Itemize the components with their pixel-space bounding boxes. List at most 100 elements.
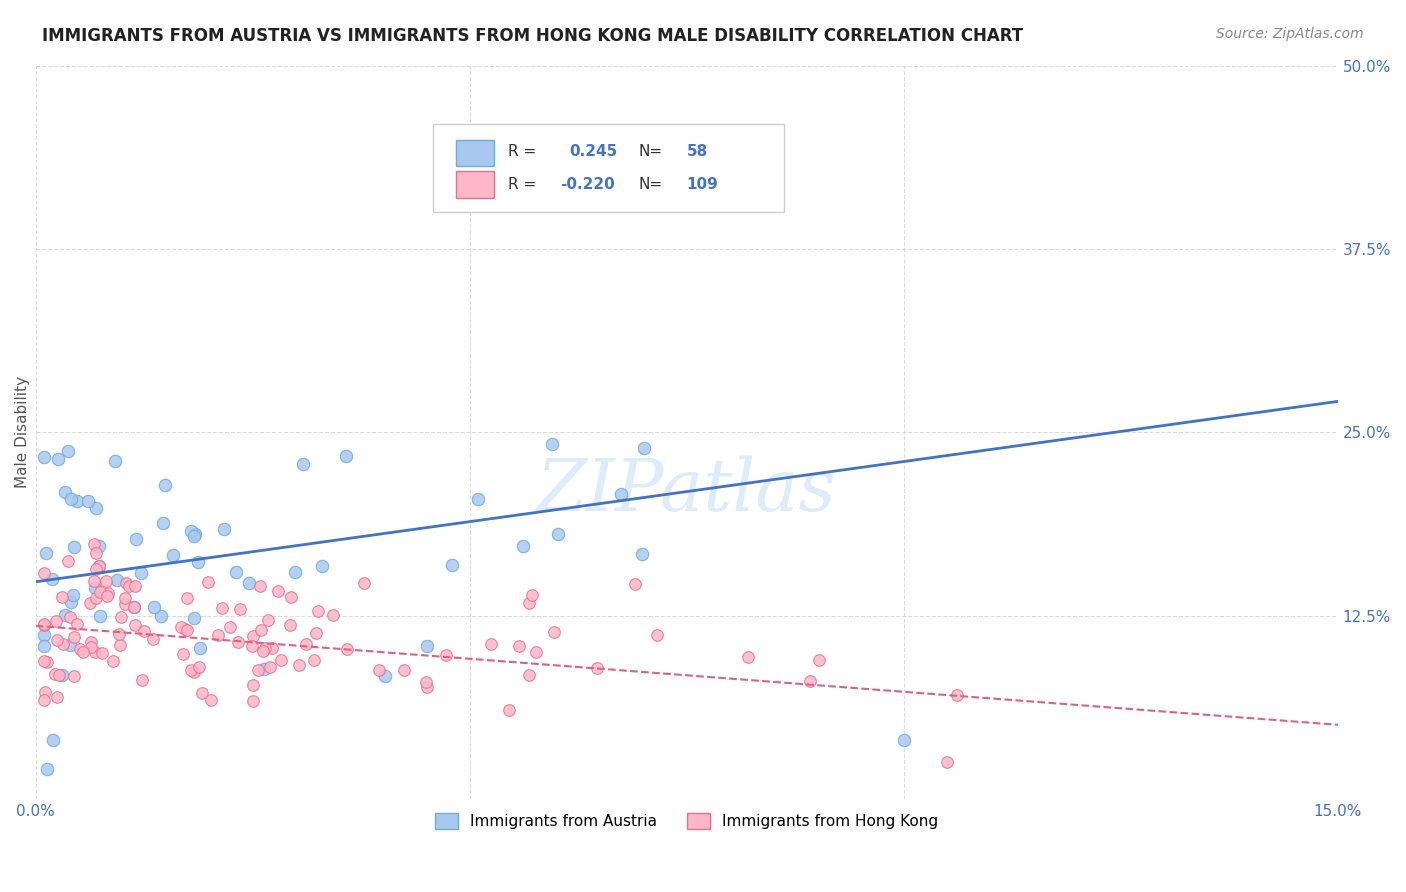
Point [110,610,132,624]
Point [176,623,198,637]
Point [52,638,75,652]
Point [623,576,645,591]
Point [32,692,55,706]
Point [84,591,107,606]
Point [183,611,205,625]
Point [32,639,55,653]
Point [58,610,80,624]
Point [124,579,146,593]
Point [45,690,67,704]
Point [335,449,357,463]
Point [60,491,83,506]
Point [184,526,207,541]
Point [631,548,654,562]
Point [633,441,655,455]
Point [46,452,69,467]
Point [180,664,202,678]
Point [284,566,307,580]
Point [187,555,209,569]
Point [79,640,101,654]
Point [59,595,82,609]
Point [42,732,65,747]
Point [105,573,128,587]
Point [183,665,205,679]
Text: R =: R = [508,144,537,159]
Point [32,628,55,642]
Point [547,526,569,541]
Point [180,524,202,538]
Point [305,626,328,640]
Point [59,638,82,652]
Point [307,604,329,618]
Point [211,600,233,615]
Point [76,493,98,508]
Point [893,733,915,747]
Point [173,622,195,636]
Point [35,655,58,669]
Point [62,589,84,603]
Point [188,641,211,656]
Point [66,494,89,508]
Point [89,585,111,599]
Point [259,659,281,673]
Point [543,625,565,640]
Point [72,645,94,659]
Point [80,635,103,649]
Point [104,454,127,468]
Point [84,546,107,560]
Point [585,661,607,675]
Point [129,566,152,580]
Point [153,478,176,492]
Text: 109: 109 [686,177,718,192]
Point [142,632,165,647]
Point [53,607,76,622]
Point [479,637,502,651]
Point [83,574,105,589]
Point [45,615,67,629]
Point [280,590,302,604]
Point [517,668,540,682]
Point [110,638,132,652]
Point [89,608,111,623]
Point [240,639,263,653]
Point [197,575,219,590]
Point [311,559,333,574]
Point [502,176,524,190]
Point [394,663,416,677]
Point [63,541,86,555]
Point [83,537,105,551]
Point [44,667,66,681]
Point [114,597,136,611]
Text: 0.245: 0.245 [569,144,617,159]
Point [91,647,114,661]
Point [97,585,120,599]
Point [238,576,260,591]
Point [249,623,271,637]
Point [228,602,250,616]
Point [737,649,759,664]
Point [415,639,437,653]
Point [520,588,543,602]
Point [200,693,222,707]
Point [191,686,214,700]
Point [108,626,131,640]
Point [808,653,831,667]
Text: -0.220: -0.220 [561,177,614,192]
Point [51,667,73,681]
Point [441,558,464,572]
Text: IMMIGRANTS FROM AUSTRIA VS IMMIGRANTS FROM HONG KONG MALE DISABILITY CORRELATION: IMMIGRANTS FROM AUSTRIA VS IMMIGRANTS FR… [42,27,1024,45]
Point [124,617,146,632]
Point [176,591,198,606]
Point [302,653,325,667]
Point [936,755,959,769]
Point [41,572,63,586]
Point [540,437,562,451]
Point [118,579,141,593]
Text: ZIPatlas: ZIPatlas [537,456,837,526]
Point [114,591,136,605]
Point [212,522,235,536]
Point [122,600,145,615]
FancyBboxPatch shape [456,140,494,166]
Point [257,613,280,627]
Point [512,539,534,553]
